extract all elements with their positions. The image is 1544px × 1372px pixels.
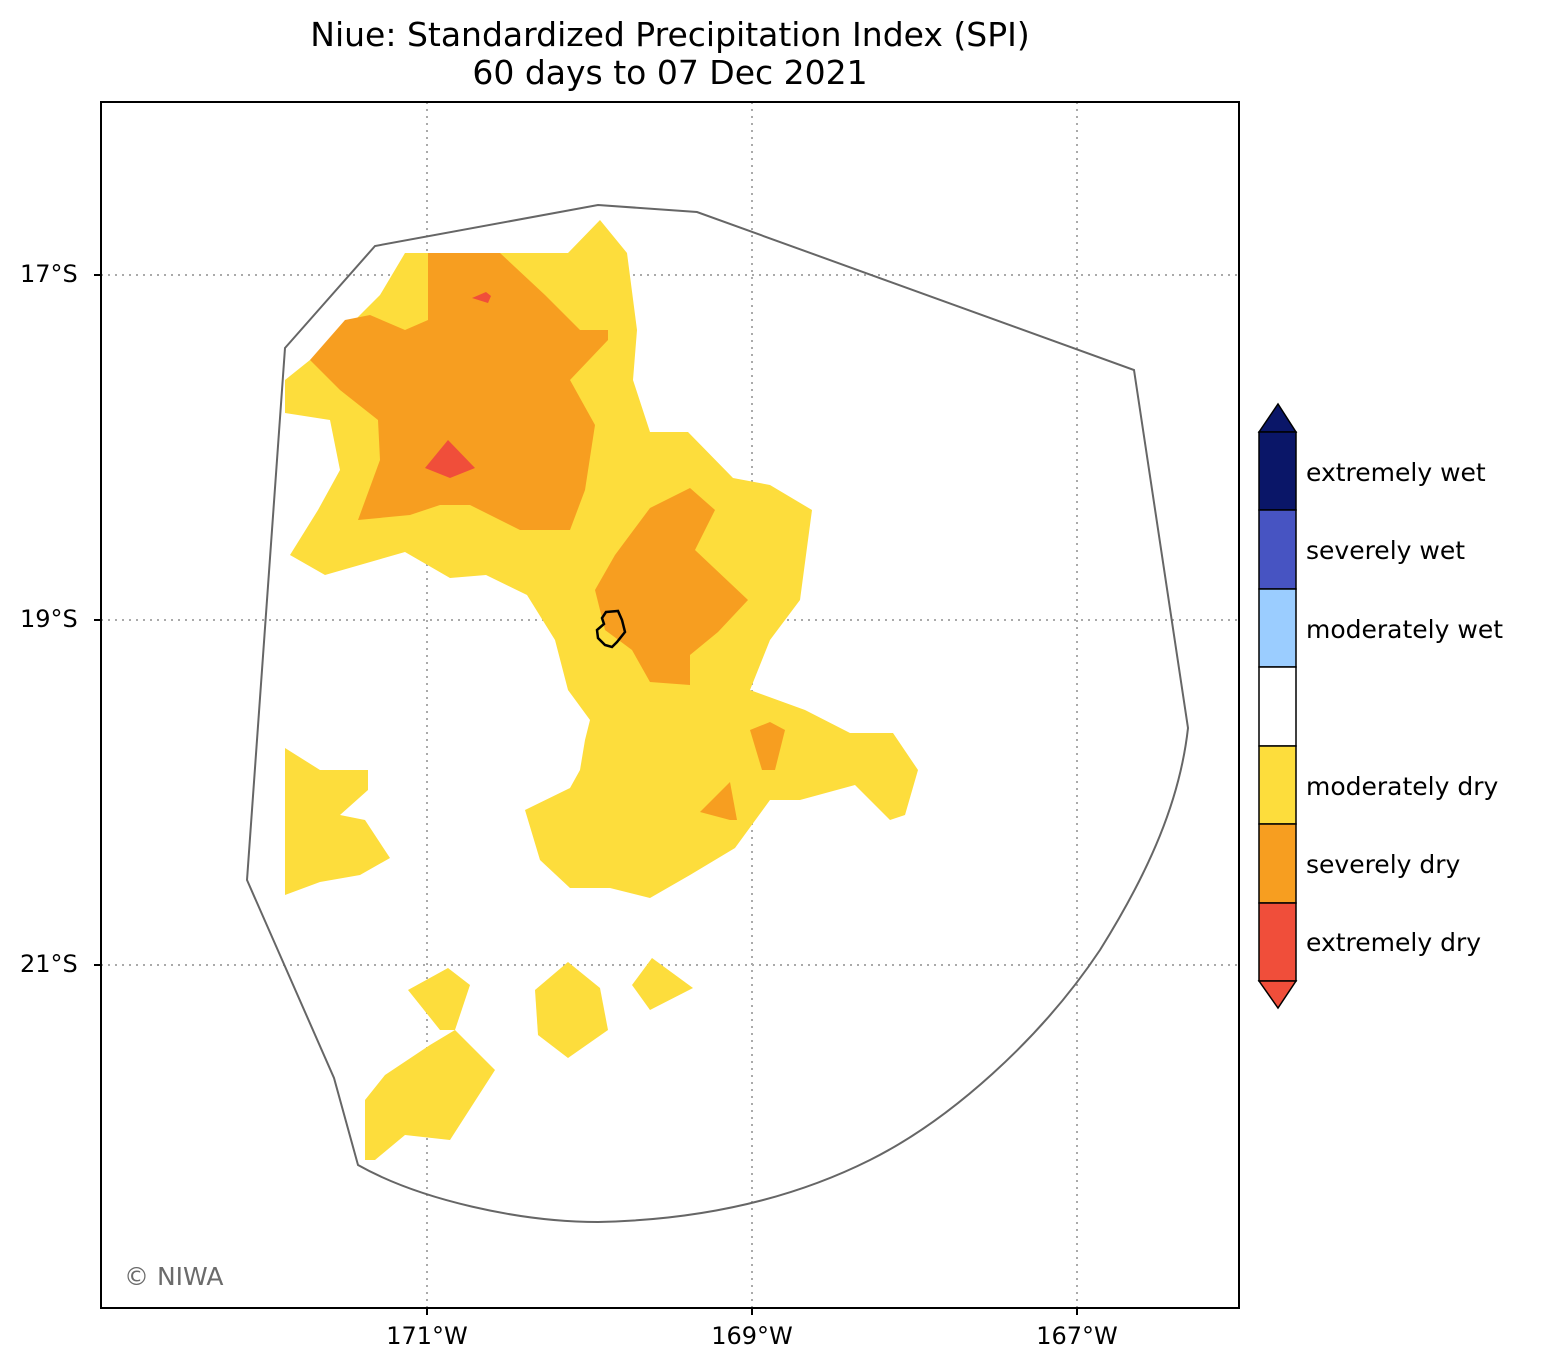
legend-label-moderately-wet: moderately wet <box>1306 615 1503 644</box>
eez-boundary <box>245 203 1190 1224</box>
lat-label-17s: 17°S <box>20 260 78 288</box>
extremely-dry-areas <box>425 292 491 478</box>
colorbar-moderately-dry <box>1258 745 1297 825</box>
niue-island-outline <box>595 609 627 649</box>
chart-title: Niue: Standardized Precipitation Index (… <box>310 15 1030 54</box>
extreme-region-2 <box>472 292 491 303</box>
legend-label-moderately-dry: moderately dry <box>1306 772 1499 801</box>
lat-label-21s: 21°S <box>20 950 78 978</box>
lon-label-171w: 171°W <box>386 1322 468 1350</box>
colorbar-neutral <box>1258 666 1297 747</box>
legend-label-extremely-dry: extremely dry <box>1306 928 1482 957</box>
credit-text: © NIWA <box>124 1262 224 1291</box>
dry-region-west <box>285 748 390 895</box>
legend-label-extremely-wet: extremely wet <box>1306 458 1486 487</box>
extreme-region-1 <box>425 440 475 478</box>
lon-label-167w: 167°W <box>1036 1322 1118 1350</box>
colorbar-moderately-wet <box>1258 588 1297 668</box>
legend-label-severely-dry: severely dry <box>1306 850 1461 879</box>
colorbar-extend-wet <box>1257 402 1298 433</box>
lat-label-19s: 19°S <box>20 605 78 633</box>
plot-frame <box>100 101 1240 1309</box>
colorbar-extend-dry <box>1257 980 1298 1010</box>
severely-dry-areas <box>310 253 785 820</box>
colorbar-extremely-dry <box>1258 902 1297 982</box>
colorbar-extremely-wet <box>1258 431 1297 511</box>
dry-region-sw-upper <box>408 968 470 1030</box>
severe-region-north <box>310 253 608 530</box>
tick-marks <box>94 274 1078 1315</box>
severe-region-central <box>595 488 748 685</box>
severe-region-south-small <box>700 782 737 820</box>
chart-subtitle: 60 days to 07 Dec 2021 <box>472 53 868 92</box>
legend-label-severely-wet: severely wet <box>1306 536 1466 565</box>
colorbar-severely-wet <box>1258 509 1297 590</box>
dry-region-south-mid <box>535 962 608 1058</box>
lon-label-169w: 169°W <box>711 1322 793 1350</box>
colorbar-severely-dry <box>1258 823 1297 904</box>
dry-region-sw-lower <box>365 1030 495 1160</box>
severe-region-east-small <box>750 722 785 770</box>
colorbar <box>1257 402 1298 1010</box>
dry-region-south-east <box>632 958 693 1010</box>
